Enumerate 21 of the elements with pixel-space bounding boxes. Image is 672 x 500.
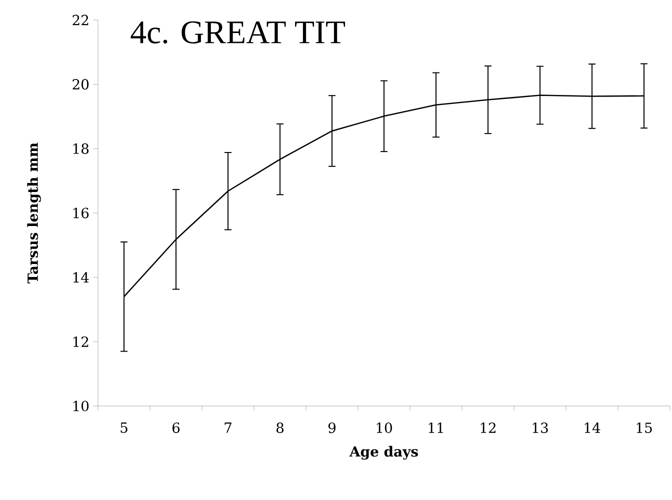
y-tick-label: 22 xyxy=(72,14,88,26)
x-tick-label: 7 xyxy=(224,422,232,433)
chart-title: 4c. GREAT TIT xyxy=(130,21,346,44)
y-tick-label: 12 xyxy=(73,336,88,347)
x-tick-label: 5 xyxy=(120,422,128,433)
x-tick-label: 10 xyxy=(376,422,392,434)
y-tick-label: 18 xyxy=(73,143,89,154)
y-tick-label: 20 xyxy=(72,79,89,90)
x-tick-label: 11 xyxy=(428,422,443,433)
x-tick-label: 6 xyxy=(172,422,180,434)
y-tick-label: 16 xyxy=(73,208,89,218)
x-tick-label: 13 xyxy=(532,422,548,434)
x-tick-label: 8 xyxy=(276,422,284,434)
x-tick-label: 15 xyxy=(636,422,652,434)
y-tick-label: 10 xyxy=(73,400,89,412)
y-tick-label: 14 xyxy=(73,272,89,283)
x-tick-label: 9 xyxy=(328,422,336,434)
y-axis-title: Tarsus length mm xyxy=(27,142,41,284)
x-tick-label: 12 xyxy=(480,422,496,433)
x-tick-label: 14 xyxy=(584,422,600,433)
x-axis-title: Age days xyxy=(349,446,418,460)
